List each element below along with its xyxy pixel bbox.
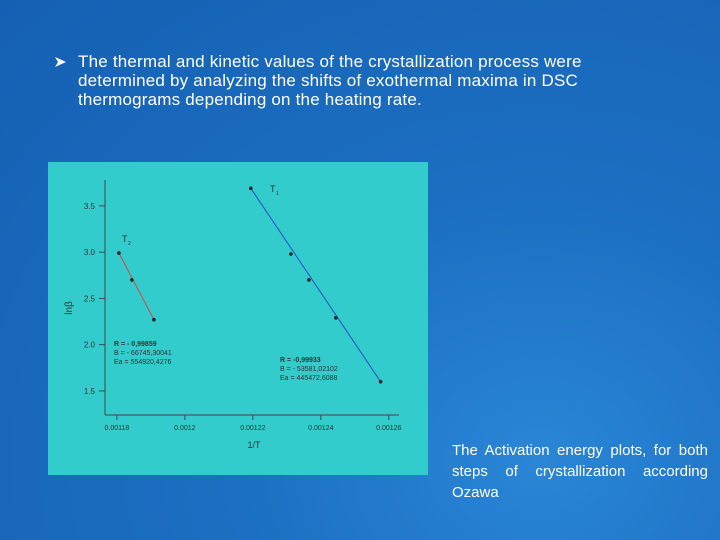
caption: The Activation energy plots, for both st… <box>452 442 708 501</box>
fit-line <box>118 252 155 320</box>
y-axis-label: lnβ <box>64 301 75 315</box>
x-tick-label: 0.00118 <box>104 425 129 432</box>
point <box>152 317 156 322</box>
fit-stat: R = -0,99933 <box>280 357 321 364</box>
series-label: T <box>122 234 128 244</box>
fit-line <box>250 188 382 382</box>
point <box>249 186 253 191</box>
x-tick-label: 0.0012 <box>174 425 196 432</box>
chart: 1.5 2.0 2.5 3.0 3.5 0.00118 0.0012 0.00122 0.001… <box>48 162 428 475</box>
y-tick-label: 2.5 <box>84 294 96 303</box>
fit-stat: B = - 66745,30041 <box>114 350 172 357</box>
point <box>333 316 338 320</box>
series-label: T <box>270 184 276 194</box>
fit-stat: B = - 53581,02102 <box>280 366 338 373</box>
series-label-sub: 1 <box>276 191 279 197</box>
point <box>117 251 121 255</box>
point <box>378 379 383 384</box>
y-tick-label: 1.5 <box>84 387 96 396</box>
bullet-text: The thermal and kinetic values of the cr… <box>78 52 582 109</box>
series-label-sub: 2 <box>128 241 131 247</box>
line: determined by analyzing the shifts of ex… <box>78 71 578 90</box>
x-tick-label: 0.00122 <box>240 425 265 432</box>
point <box>289 252 293 256</box>
x-axis-label: 1/T <box>247 440 261 450</box>
line: thermograms depending on the heating rat… <box>78 90 422 109</box>
y-tick-label: 3.0 <box>84 248 96 257</box>
line: The thermal and kinetic values of the cr… <box>78 52 582 71</box>
fit-stat: Ea = 554920,4276 <box>114 359 172 366</box>
y-tick-label: 3.5 <box>84 202 96 211</box>
x-tick-label: 0.00126 <box>376 425 401 432</box>
fit-stat: Ea = 445472,6088 <box>280 375 338 382</box>
fit-stat: R = - 0,99859 <box>114 341 157 348</box>
y-tick-label: 2.0 <box>84 341 96 350</box>
point <box>307 278 311 282</box>
chart-background <box>48 162 428 475</box>
point <box>130 278 134 282</box>
x-tick-label: 0.00124 <box>308 425 333 432</box>
bullet-arrow <box>55 57 66 67</box>
